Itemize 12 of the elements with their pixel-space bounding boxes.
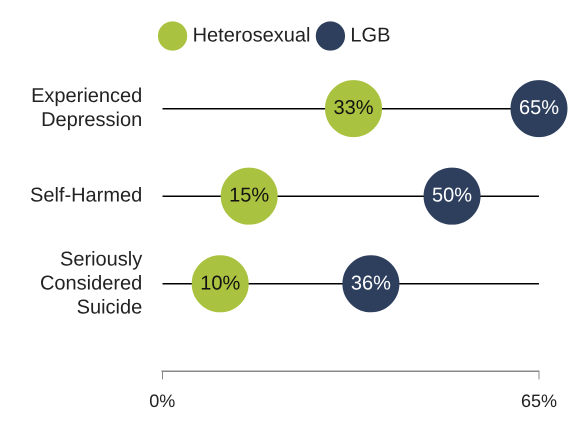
y-tick-label: Self-Harmed <box>30 184 142 207</box>
legend-label: LGB <box>350 24 390 47</box>
data-label: 65% <box>518 97 560 120</box>
data-label: 36% <box>350 272 392 294</box>
data-label: 10% <box>200 272 240 294</box>
y-tick-label: Seriously Considered Suicide <box>40 248 142 318</box>
y-tick-label: Experienced Depression <box>31 85 142 132</box>
data-label: 50% <box>432 184 472 207</box>
data-label: 15% <box>229 184 270 207</box>
data-label: 33% <box>334 97 374 120</box>
legend-label: Heterosexual <box>192 24 310 47</box>
x-tick-label: 0% <box>149 391 176 412</box>
